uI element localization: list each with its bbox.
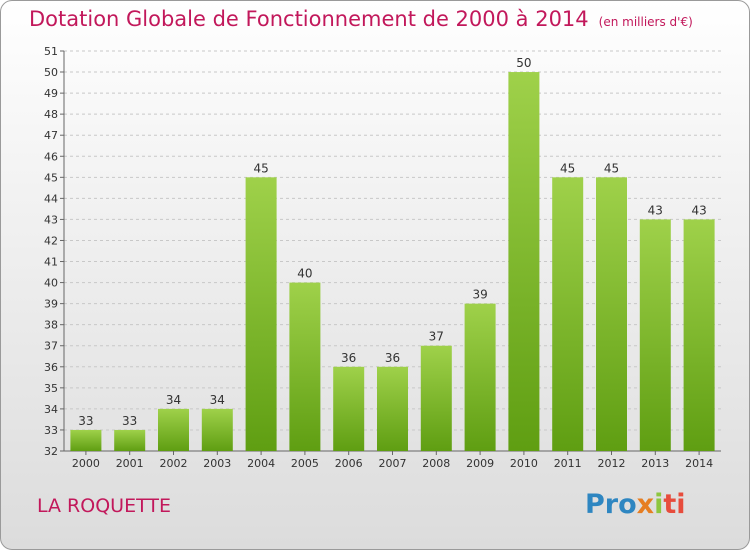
x-tick-label: 2010 (510, 457, 538, 470)
y-tick-label: 47 (44, 129, 58, 142)
x-tick-label: 2012 (598, 457, 626, 470)
y-tick-label: 44 (44, 192, 58, 205)
x-tick-label: 2005 (291, 457, 319, 470)
data-label: 43 (691, 203, 706, 217)
x-tick-label: 2008 (422, 457, 450, 470)
data-label: 40 (297, 267, 312, 281)
y-tick-label: 36 (44, 361, 58, 374)
x-tick-label: 2000 (72, 457, 100, 470)
x-tick-label: 2003 (203, 457, 231, 470)
bar (114, 429, 146, 451)
bar (596, 177, 627, 451)
chart-title: Dotation Globale de Fonctionnement de 20… (29, 7, 693, 31)
y-tick-label: 32 (44, 445, 58, 458)
bar (333, 366, 365, 451)
x-tick-label: 2006 (335, 457, 363, 470)
data-label: 33 (78, 414, 93, 428)
bar (377, 366, 408, 451)
bar (420, 345, 452, 451)
x-tick-label: 2004 (247, 457, 275, 470)
x-tick-label: 2011 (554, 457, 582, 470)
y-tick-label: 51 (44, 45, 58, 58)
y-tick-label: 46 (44, 150, 58, 163)
bar (683, 219, 715, 451)
proxiti-logo: Proxiti (585, 489, 686, 520)
bar (289, 282, 321, 451)
data-label: 43 (648, 203, 663, 217)
logo-part-1: Pro (585, 489, 637, 520)
logo-part-4: ti (663, 489, 686, 520)
data-label: 39 (472, 288, 487, 302)
x-tick-label: 2014 (685, 457, 713, 470)
y-tick-label: 42 (44, 234, 58, 247)
y-tick-label: 43 (44, 213, 58, 226)
bar (245, 177, 277, 451)
logo-part-3: i (654, 489, 664, 520)
bar (508, 72, 540, 451)
bar (639, 219, 671, 451)
data-label: 45 (560, 161, 575, 175)
bar (158, 408, 189, 451)
data-label: 37 (429, 330, 444, 344)
x-tick-label: 2013 (641, 457, 669, 470)
x-tick-label: 2002 (160, 457, 188, 470)
x-tick-label: 2007 (379, 457, 407, 470)
bar (552, 177, 584, 451)
data-label: 50 (516, 56, 531, 70)
bar (70, 429, 102, 451)
y-tick-label: 49 (44, 87, 58, 100)
x-tick-label: 2009 (466, 457, 494, 470)
data-label: 45 (604, 161, 619, 175)
bar (201, 408, 233, 451)
y-tick-label: 40 (44, 277, 58, 290)
data-label: 34 (210, 393, 225, 407)
y-tick-label: 38 (44, 319, 58, 332)
y-tick-label: 35 (44, 382, 58, 395)
data-label: 33 (122, 414, 137, 428)
x-tick-label: 2001 (116, 457, 144, 470)
bar (464, 303, 496, 451)
logo-part-2: x (636, 489, 655, 520)
y-tick-label: 45 (44, 171, 58, 184)
y-tick-label: 34 (44, 403, 58, 416)
data-labels: 33 33 34 34 45 40 36 36 37 39 50 45 45 43 43 (78, 56, 706, 428)
data-label: 45 (253, 161, 268, 175)
bars (70, 72, 715, 451)
data-label: 34 (166, 393, 181, 407)
y-tick-label: 39 (44, 298, 58, 311)
title-text: Dotation Globale de Fonctionnement de 20… (29, 7, 589, 31)
data-label: 36 (385, 351, 400, 365)
y-tick-label: 48 (44, 108, 58, 121)
y-tick-label: 33 (44, 424, 58, 437)
commune-name: LA ROQUETTE (37, 495, 171, 517)
y-tick-label: 50 (44, 66, 58, 79)
data-label: 36 (341, 351, 356, 365)
y-tick-label: 41 (44, 256, 58, 269)
y-tick-label: 37 (44, 340, 58, 353)
unit-label: (en milliers d'€) (598, 15, 693, 29)
